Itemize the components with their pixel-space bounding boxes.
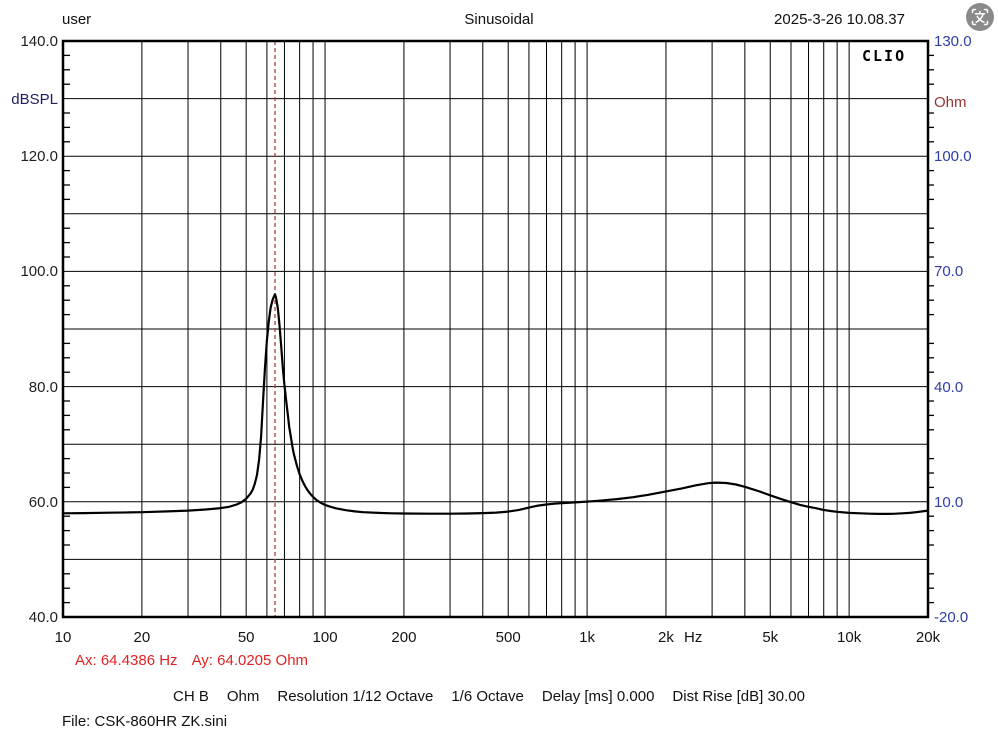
clio-logo: CLIO: [858, 47, 911, 65]
datetime-stamp: 2025-3-26 10.08.37: [774, 11, 905, 28]
file-name-label: File: CSK-860HR ZK.sini: [62, 713, 228, 730]
status-bar: CH B Ohm Resolution 1/12 Octave 1/6 Octave D…: [0, 688, 978, 705]
cursor-ay-value: Ay: 64.0205 Ohm: [191, 652, 309, 669]
status-segment: CH B: [173, 688, 209, 705]
cursor-readout: Ax: 64.4386 Hz Ay: 64.0205 Ohm: [75, 652, 308, 669]
plot-border: [61, 39, 930, 619]
curve-impedance: [61, 293, 930, 515]
user-label: user: [62, 11, 92, 28]
cursor-ax-value: Ax: 64.4386 Hz: [75, 652, 178, 669]
measurement-title: Sinusoidal: [464, 11, 534, 28]
screen-translate-icon[interactable]: [966, 3, 994, 31]
status-segment: Resolution 1/12 Octave: [277, 688, 434, 705]
translate-glyph: [971, 8, 989, 26]
status-segment: 1/6 Octave: [451, 688, 524, 705]
status-segment: Ohm: [226, 688, 260, 705]
status-segment: Dist Rise [dB] 30.00: [672, 688, 805, 705]
status-segment: Delay [ms] 0.000: [541, 688, 655, 705]
